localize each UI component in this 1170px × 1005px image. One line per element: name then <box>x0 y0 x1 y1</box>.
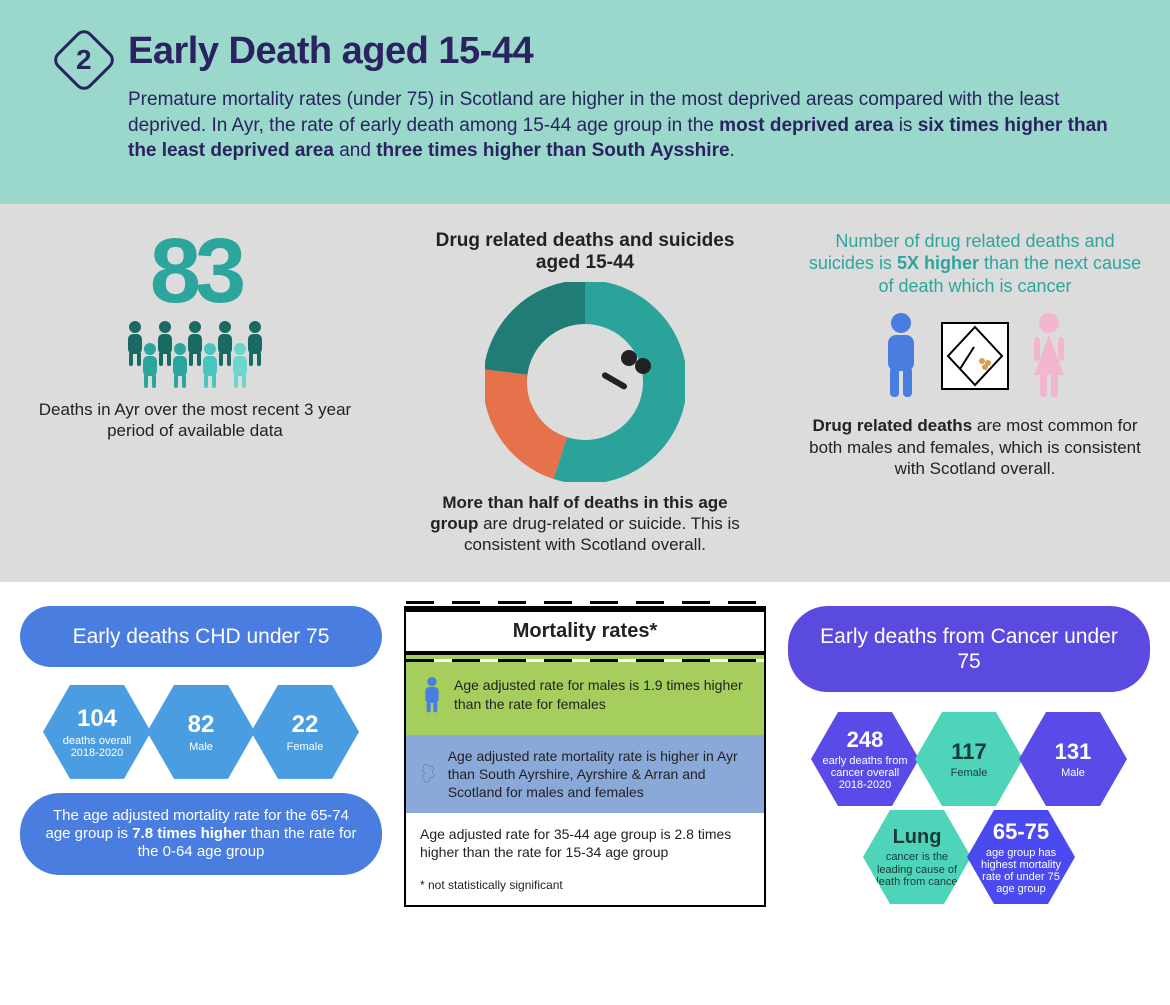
stat-83-caption: Deaths in Ayr over the most recent 3 yea… <box>28 399 362 442</box>
hex-stat: 104deaths overall 2018-2020 <box>43 685 151 779</box>
mortality-box: Mortality rates* Age adjusted rate for m… <box>404 606 766 908</box>
section-badge: 2 <box>50 26 118 94</box>
drug-5x-headline: Number of drug related deaths and suicid… <box>808 230 1142 298</box>
chd-bottom-pill: The age adjusted mortality rate for the … <box>20 793 382 875</box>
drug-5x-caption: Drug related deaths are most common for … <box>808 415 1142 479</box>
people-icon-group <box>105 319 285 389</box>
page-title: Early Death aged 15-44 <box>128 30 1108 73</box>
cancer-title: Early deaths from Cancer under 75 <box>788 606 1150 692</box>
hazard-icon <box>940 321 1010 391</box>
badge-number: 2 <box>76 44 92 76</box>
stats-row: 83 Deaths in Ayr over the most recent 3 … <box>0 204 1170 582</box>
stat-83-number: 83 <box>28 230 362 313</box>
gender-figures <box>808 311 1142 401</box>
hex-stat: Lungcancer is the leading cause of death… <box>863 810 971 904</box>
hex-stat: 82Male <box>147 685 255 779</box>
donut-title: Drug related deaths and suicides aged 15… <box>418 230 752 274</box>
donut-chart <box>485 282 685 482</box>
hex-stat: 22Female <box>251 685 359 779</box>
mortality-title: Mortality rates* <box>406 608 764 655</box>
mortality-row-2: Age adjusted rate mortality rate is high… <box>406 735 764 814</box>
cancer-hex-grid: 248early deaths from cancer overall 2018… <box>799 710 1139 906</box>
cancer-panel: Early deaths from Cancer under 75 248ear… <box>788 606 1150 908</box>
hex-stat: 117Female <box>915 712 1023 806</box>
mortality-row-3: Age adjusted rate for 35-44 age group is… <box>406 813 764 905</box>
donut-panel: Drug related deaths and suicides aged 15… <box>390 222 780 564</box>
header-section: 2 Early Death aged 15-44 Premature morta… <box>0 0 1170 204</box>
hex-stat: 131Male <box>1019 712 1127 806</box>
donut-caption: More than half of deaths in this age gro… <box>418 492 752 556</box>
person-icon <box>420 667 444 723</box>
hex-stat: 65-75age group has highest mortality rat… <box>967 810 1075 904</box>
page-subtitle: Premature mortality rates (under 75) in … <box>128 87 1108 164</box>
stat-83-panel: 83 Deaths in Ayr over the most recent 3 … <box>0 222 390 564</box>
chd-title: Early deaths CHD under 75 <box>20 606 382 667</box>
mortality-panel: Mortality rates* Age adjusted rate for m… <box>404 606 766 908</box>
female-icon <box>1024 311 1074 401</box>
hex-stat: 248early deaths from cancer overall 2018… <box>811 712 919 806</box>
male-icon <box>876 311 926 401</box>
bottom-row: Early deaths CHD under 75 104deaths over… <box>0 582 1170 932</box>
mortality-note: * not statistically significant <box>420 878 563 894</box>
drug-5x-panel: Number of drug related deaths and suicid… <box>780 222 1170 564</box>
scotland-map-icon <box>420 748 438 800</box>
chd-hex-row: 104deaths overall 2018-202082Male22Femal… <box>20 685 382 779</box>
mortality-row-1: Age adjusted rate for males is 1.9 times… <box>406 655 764 735</box>
chd-panel: Early deaths CHD under 75 104deaths over… <box>20 606 382 908</box>
